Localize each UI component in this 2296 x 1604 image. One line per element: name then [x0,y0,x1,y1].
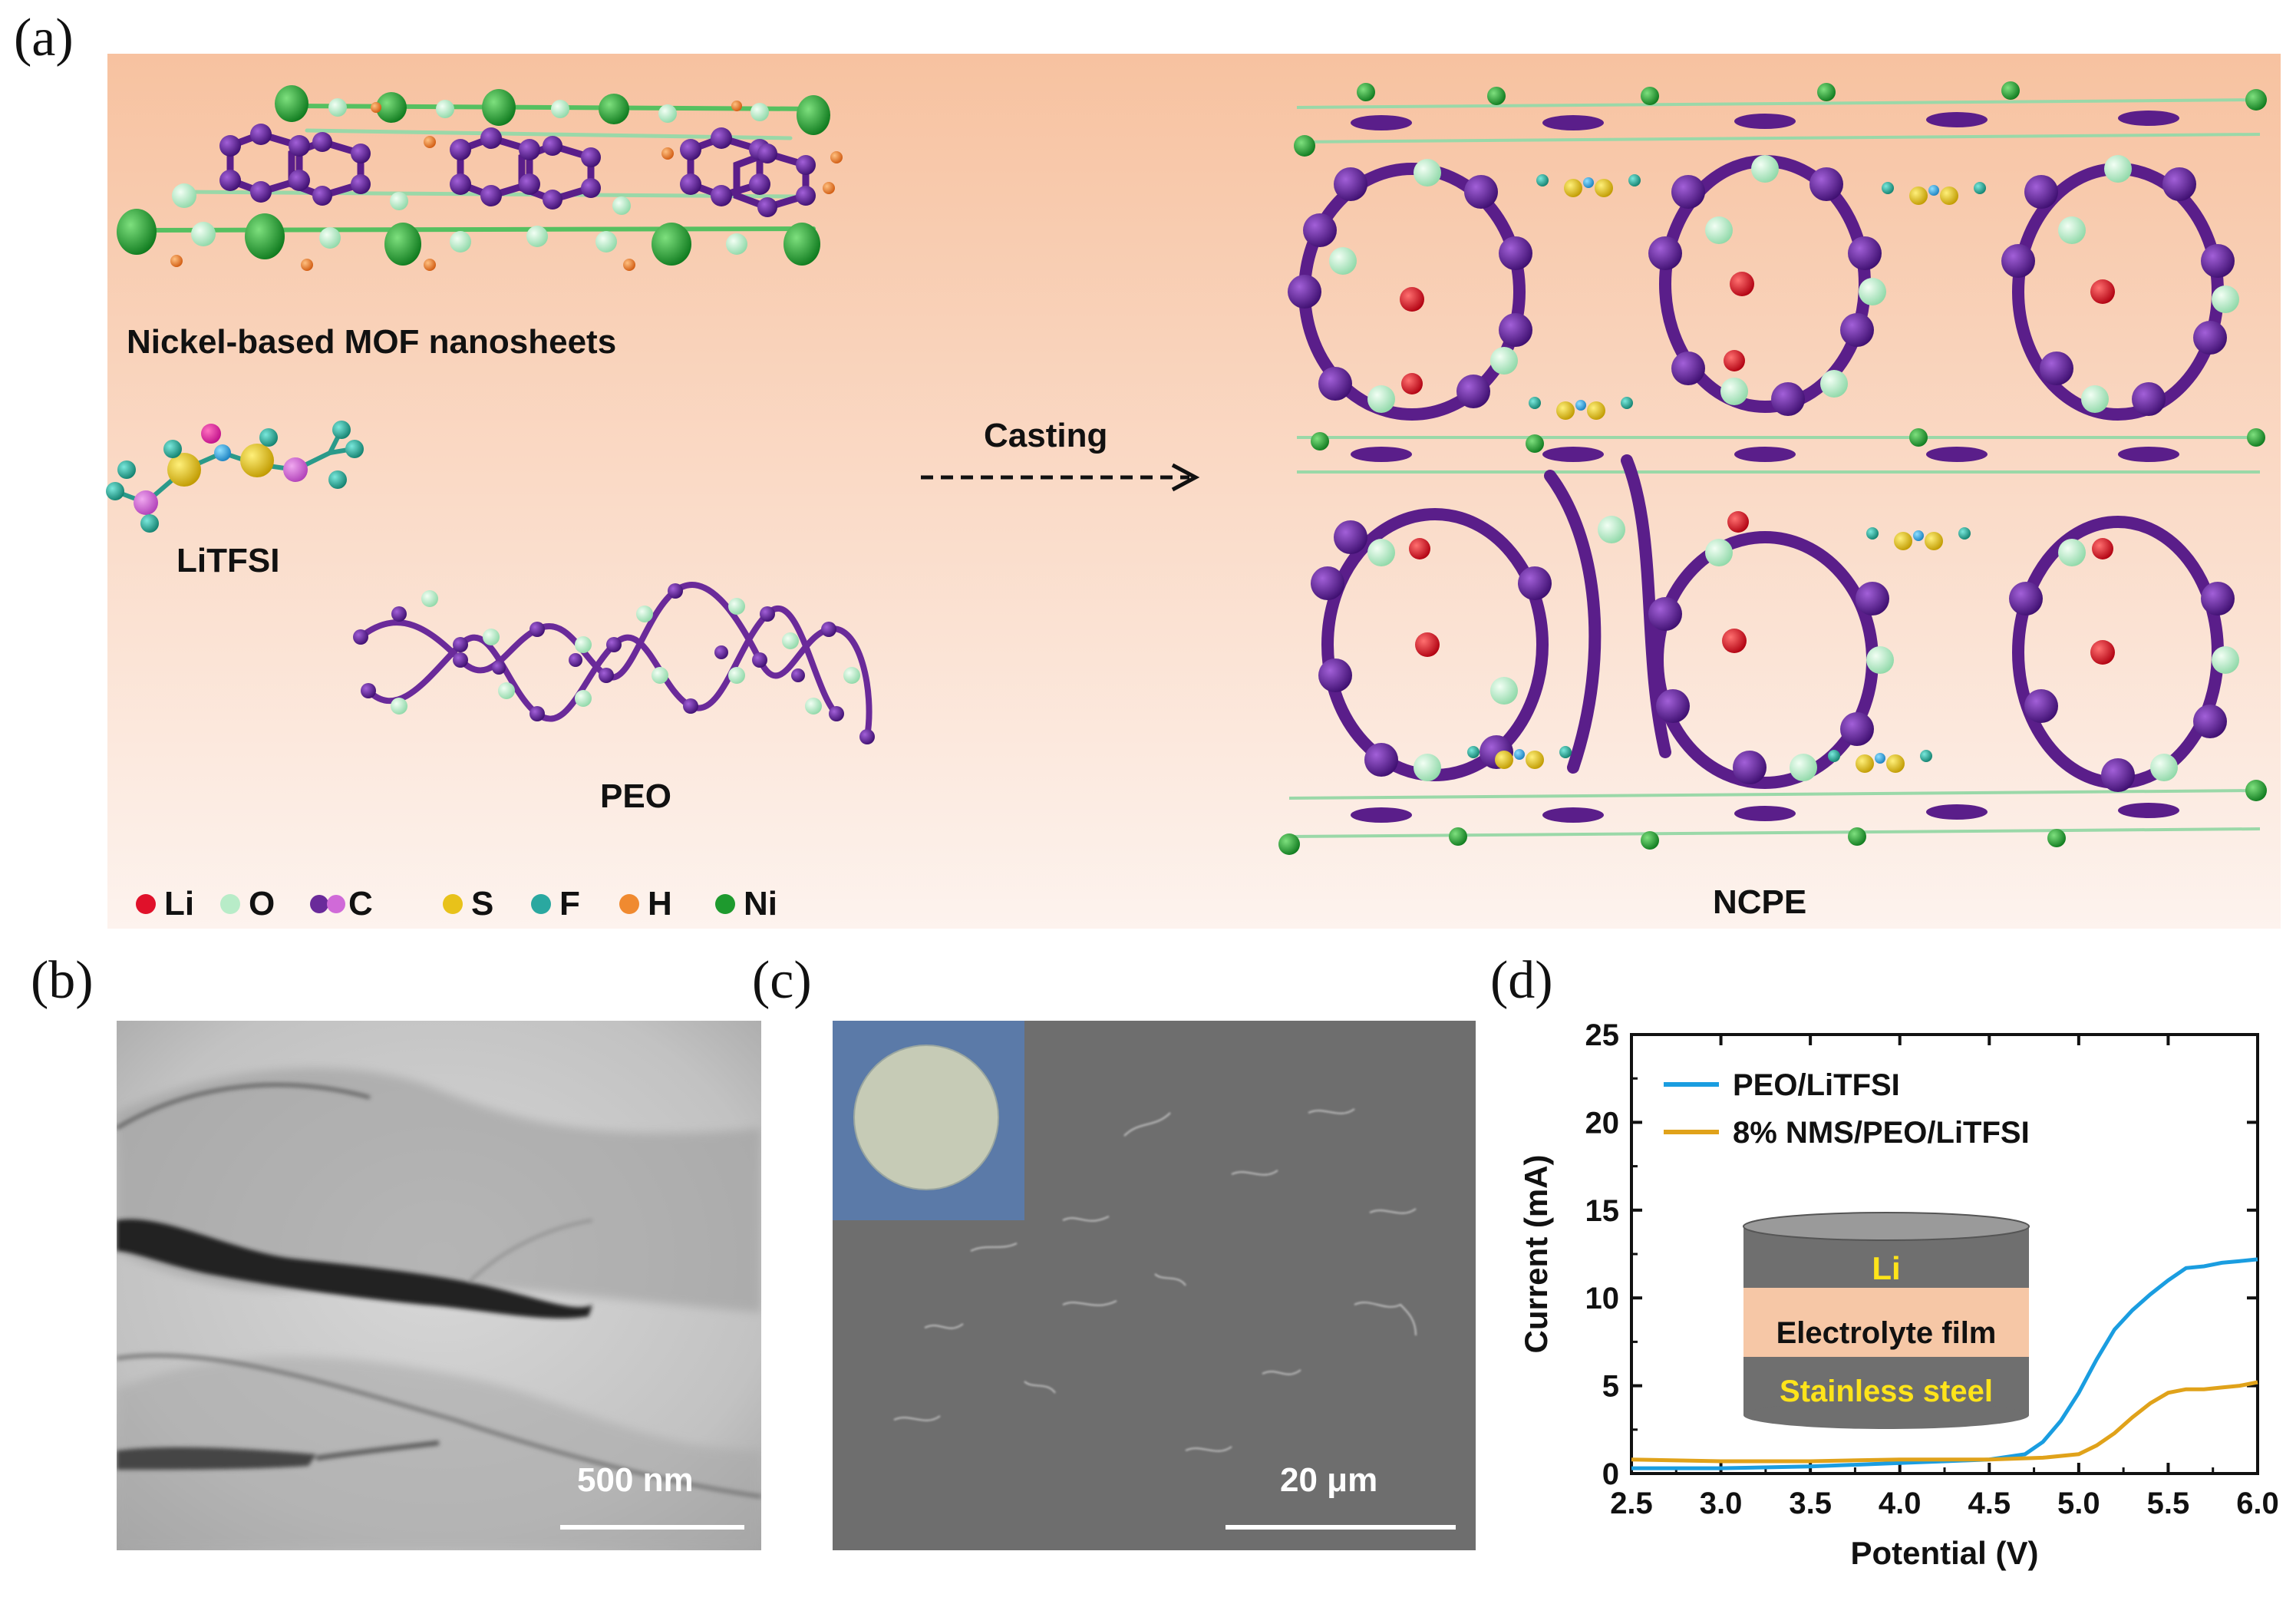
peo-label: PEO [600,777,671,815]
legend-item-c: C [310,885,373,922]
ncpe-label: NCPE [1713,883,1806,921]
legend-label: H [648,885,672,922]
x-tick-label: 2.5 [1610,1487,1653,1520]
inset-steel-label: Stainless steel [1780,1375,1993,1408]
legend-label: S [471,885,493,922]
x-tick-label: 4.0 [1879,1487,1922,1520]
panel-b-letter: (b) [31,951,94,1010]
legend-item-o: O [220,885,275,922]
legend-swatch [715,894,735,914]
casting-arrowhead [1171,463,1200,492]
panel-c-letter: (c) [752,951,812,1010]
legend-swatch [531,894,551,914]
y-tick-label: 20 [1585,1106,1620,1140]
steel-layer-bottom [1743,1401,2029,1429]
ncpe-tfsi-anions [1467,174,1986,773]
legend-item-h: H [619,885,672,922]
legend-label: Li [164,885,194,922]
legend-label: O [249,885,275,922]
sem-micrograph [833,1021,1476,1550]
legend-entry: 8% NMS/PEO/LiTFSI [1733,1116,2030,1150]
legend-swatch [327,895,345,913]
x-tick-label: 3.0 [1700,1487,1743,1520]
panel-d-letter: (d) [1490,951,1553,1010]
peo-chain-illustration [353,582,875,744]
legend-item-f: F [531,885,580,922]
y-tick-label: 15 [1585,1194,1620,1228]
legend-entry: PEO/LiTFSI [1733,1068,1900,1102]
y-tick-label: 25 [1585,1018,1620,1052]
electrolyte-layer [1743,1288,2029,1357]
legend-item-li: Li [136,885,194,922]
legend-label: Ni [744,885,777,922]
mof-nanosheets-label: Nickel-based MOF nanosheets [127,323,616,361]
legend-item-ni: Ni [715,885,777,922]
electrolyte-film-disc [853,1045,999,1190]
x-tick-label: 5.0 [2057,1487,2100,1520]
y-tick-label: 5 [1602,1370,1619,1404]
x-tick-label: 5.5 [2147,1487,2190,1520]
inset-electrolyte-label: Electrolyte film [1776,1316,1997,1350]
legend-swatch [136,894,156,914]
legend-label: F [559,885,580,922]
x-axis-label: Potential (V) [1850,1535,2038,1571]
litfsi-molecule-illustration [106,421,364,533]
y-tick-label: 10 [1585,1282,1620,1315]
y-axis-label: Current (mA) [1518,1155,1554,1354]
panel-a-letter: (a) [14,8,74,68]
chart-legend: PEO/LiTFSI 8% NMS/PEO/LiTFSI [1664,1068,2030,1150]
legend-item-s: S [443,885,493,922]
x-tick-label: 3.5 [1789,1487,1832,1520]
li-layer-top [1743,1212,2030,1241]
x-tick-label: 4.5 [1968,1487,2011,1520]
legend-swatch [310,895,328,913]
litfsi-label: LiTFSI [176,542,279,579]
tem-micrograph [117,1021,761,1550]
legend-swatch [619,894,639,914]
legend-swatch [220,894,240,914]
mof-nanosheet-illustration [117,85,843,271]
x-tick-label: 6.0 [2236,1487,2279,1520]
series-line-2 [1631,1380,2258,1464]
inset-li-label: Li [1872,1250,1900,1286]
cell-stack-inset: Li Electrolyte film Stainless steel [1743,1212,2030,1429]
legend-label: C [348,885,373,922]
series-line-1 [1631,1257,2258,1470]
y-tick-label: 0 [1602,1457,1619,1491]
casting-label: Casting [984,417,1107,454]
scale-label-c: 20 μm [1280,1461,1378,1499]
ncpe-structure-illustration [1278,81,2267,855]
atom-legend: Li O C S F H Ni [136,885,777,922]
legend-swatch [443,894,463,914]
scale-label-b: 500 nm [577,1461,694,1499]
